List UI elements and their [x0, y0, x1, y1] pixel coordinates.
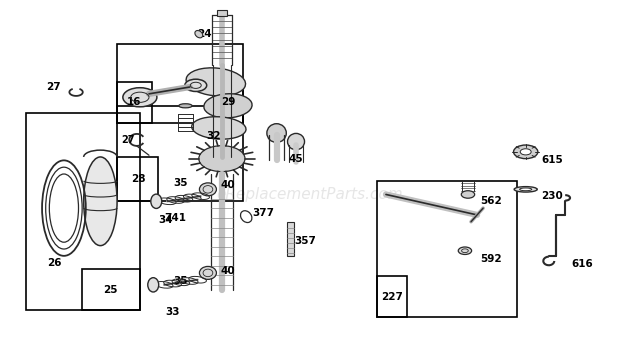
Ellipse shape [200, 267, 216, 279]
Text: 741: 741 [164, 213, 186, 223]
Text: 40: 40 [220, 180, 235, 190]
Bar [117, 157, 158, 201]
Circle shape [520, 149, 531, 155]
Text: 33: 33 [166, 307, 180, 317]
Text: 40: 40 [220, 266, 235, 276]
Bar [117, 106, 243, 201]
Circle shape [123, 88, 157, 107]
Bar [213, 82, 243, 123]
Bar [217, 10, 227, 16]
Text: 357: 357 [294, 236, 317, 245]
Ellipse shape [461, 191, 475, 198]
Ellipse shape [520, 188, 532, 191]
Text: 16: 16 [127, 97, 141, 108]
Text: 29: 29 [221, 97, 235, 108]
Text: 562: 562 [480, 196, 502, 206]
Text: 592: 592 [480, 254, 502, 264]
Text: 615: 615 [541, 155, 562, 165]
Ellipse shape [458, 247, 472, 254]
Text: 25: 25 [104, 285, 118, 295]
Ellipse shape [148, 278, 159, 292]
Ellipse shape [267, 124, 286, 142]
Bar [377, 181, 516, 317]
Text: 26: 26 [48, 258, 62, 268]
Text: 230: 230 [541, 191, 562, 201]
Text: 227: 227 [381, 292, 403, 302]
Text: 34: 34 [158, 215, 173, 225]
Ellipse shape [84, 157, 117, 246]
Text: 377: 377 [252, 208, 274, 218]
Text: 45: 45 [289, 154, 303, 164]
Text: 32: 32 [206, 132, 221, 142]
Ellipse shape [288, 133, 304, 150]
Text: 24: 24 [198, 29, 212, 39]
Ellipse shape [204, 94, 252, 118]
Text: 27: 27 [46, 82, 60, 92]
Text: 28: 28 [131, 174, 145, 184]
Ellipse shape [151, 194, 162, 208]
Ellipse shape [192, 117, 246, 139]
Text: eReplacementParts.com: eReplacementParts.com [216, 187, 404, 202]
Bar [117, 45, 243, 123]
Text: 616: 616 [571, 259, 593, 269]
Bar [82, 269, 140, 310]
Bar [377, 276, 407, 317]
Ellipse shape [186, 68, 246, 96]
Text: 27: 27 [122, 135, 135, 145]
Ellipse shape [179, 104, 192, 108]
Text: 35: 35 [173, 276, 188, 286]
Text: 35: 35 [173, 177, 188, 188]
Circle shape [185, 79, 206, 92]
Bar [26, 113, 140, 310]
Bar [287, 222, 294, 256]
Ellipse shape [200, 183, 216, 196]
Circle shape [513, 145, 538, 159]
Circle shape [199, 146, 245, 172]
Bar [117, 82, 152, 123]
Ellipse shape [514, 187, 538, 192]
Ellipse shape [195, 31, 203, 38]
